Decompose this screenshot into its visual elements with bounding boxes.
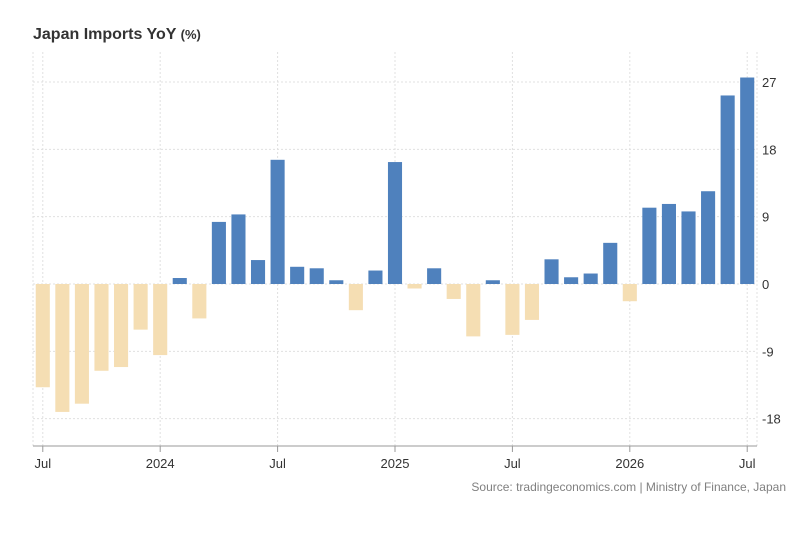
bar bbox=[153, 284, 168, 356]
bar bbox=[270, 159, 285, 284]
bar bbox=[583, 273, 598, 284]
bar bbox=[309, 268, 324, 284]
bar bbox=[114, 284, 129, 368]
bar bbox=[250, 260, 266, 284]
x-tick-label: 2026 bbox=[615, 456, 644, 471]
bar bbox=[505, 284, 520, 335]
bar bbox=[407, 284, 422, 289]
bar bbox=[35, 284, 50, 388]
x-tick-label: 2024 bbox=[146, 456, 175, 471]
y-tick-label: 0 bbox=[762, 277, 769, 292]
x-tick-label: Jul bbox=[34, 456, 51, 471]
bar bbox=[55, 284, 70, 412]
bars-layer bbox=[35, 77, 755, 412]
chart-title-unit: (%) bbox=[180, 27, 201, 42]
bar bbox=[446, 284, 461, 299]
bar bbox=[290, 266, 305, 284]
axes-layer: 27 18 9 0 -9 -18 Jul 2024 Jul 2025 Jul 2026 Jul bbox=[33, 75, 781, 471]
bar bbox=[622, 284, 637, 302]
bar bbox=[427, 268, 442, 284]
bar bbox=[701, 191, 716, 284]
y-tick-label: 18 bbox=[762, 142, 776, 157]
bar bbox=[348, 284, 363, 311]
bar bbox=[720, 95, 735, 284]
bar bbox=[94, 284, 109, 371]
bar bbox=[661, 203, 676, 284]
bar bbox=[564, 277, 579, 284]
x-tick-label: Jul bbox=[269, 456, 286, 471]
bar bbox=[368, 270, 383, 284]
bar bbox=[74, 284, 89, 404]
x-tick-label: 2025 bbox=[381, 456, 410, 471]
y-tick-label: 27 bbox=[762, 75, 776, 90]
source-credit: Source: tradingeconomics.com | Ministry … bbox=[471, 480, 786, 494]
bar bbox=[387, 162, 403, 284]
y-tick-label: 9 bbox=[762, 210, 769, 225]
bar bbox=[524, 284, 540, 320]
bar bbox=[681, 211, 696, 284]
y-tick-label: -18 bbox=[762, 412, 781, 427]
bar bbox=[740, 77, 755, 284]
bar bbox=[133, 284, 148, 330]
x-tick-label: Jul bbox=[739, 456, 756, 471]
y-tick-label: -9 bbox=[762, 344, 774, 359]
bar bbox=[485, 280, 500, 284]
bar bbox=[192, 284, 207, 319]
bar bbox=[211, 221, 226, 284]
x-tick-label: Jul bbox=[504, 456, 521, 471]
bar bbox=[642, 207, 657, 284]
bar bbox=[544, 259, 559, 284]
chart-title: Japan Imports YoY (%) bbox=[33, 26, 201, 44]
bar bbox=[231, 214, 246, 284]
chart-title-text: Japan Imports YoY bbox=[33, 26, 177, 43]
bar bbox=[466, 284, 481, 337]
bar bbox=[172, 278, 187, 284]
bar bbox=[603, 242, 618, 284]
bar bbox=[329, 280, 344, 284]
